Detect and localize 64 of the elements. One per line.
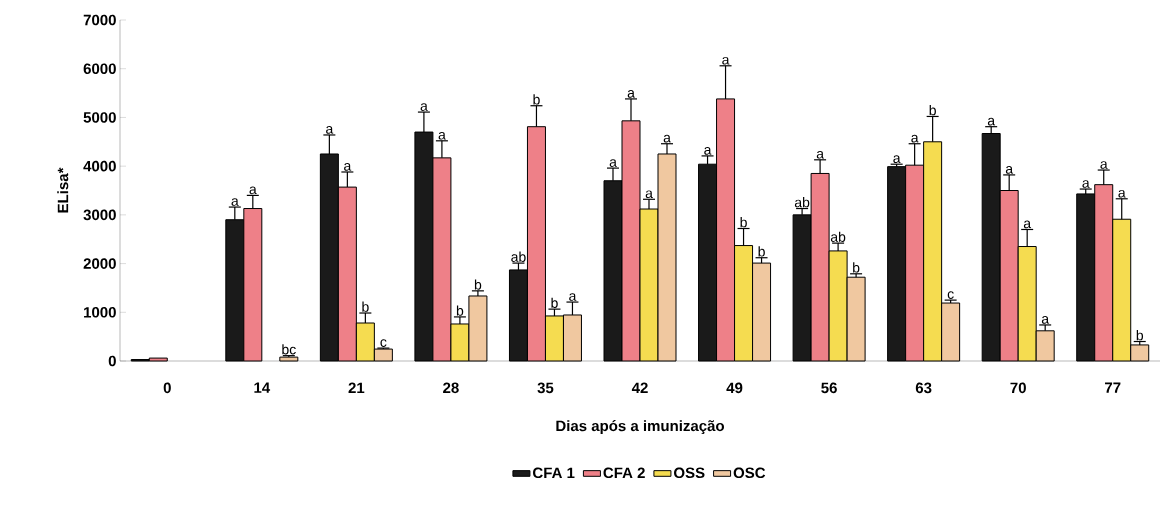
data-label: a — [609, 159, 617, 167]
data-label: a — [704, 147, 712, 155]
data-label: a — [722, 56, 730, 65]
legend-label: OSS — [674, 467, 705, 479]
x-tick-label: 42 — [631, 382, 648, 393]
y-tick-label: 0 — [108, 355, 116, 367]
data-label: a — [326, 126, 334, 134]
data-label: c — [380, 339, 387, 347]
data-label: b — [474, 279, 482, 290]
data-label: a — [1118, 189, 1126, 198]
data-label: a — [569, 293, 577, 301]
data-label: bc — [282, 344, 296, 355]
y-tick-label: 3000 — [83, 209, 116, 221]
data-label: ab — [830, 231, 846, 242]
data-label: b — [362, 301, 369, 312]
data-label: a — [987, 117, 996, 126]
y-tick-label: 5000 — [83, 112, 116, 123]
data-label: b — [1136, 330, 1144, 341]
legend-label: OSC — [733, 467, 766, 479]
data-label: a — [1082, 180, 1090, 188]
y-tick-label: 1000 — [84, 306, 116, 318]
data-label: b — [551, 297, 558, 308]
x-tick-label: 63 — [915, 382, 932, 394]
data-label: b — [853, 262, 860, 273]
data-label: b — [456, 305, 464, 316]
data-label: a — [663, 134, 671, 143]
legend-label: CFA 2 — [603, 467, 645, 479]
data-label: a — [344, 163, 352, 171]
x-tick-label: 70 — [1010, 382, 1026, 394]
y-axis-title: ELisa* — [57, 167, 69, 213]
data-label: ab — [511, 251, 526, 262]
data-label: a — [420, 103, 428, 111]
x-axis-title: Dias após a imunização — [556, 420, 725, 435]
y-tick-label: 4000 — [83, 160, 116, 172]
x-tick-label: 77 — [1105, 382, 1121, 393]
x-tick-label: 21 — [348, 382, 365, 393]
data-label: a — [231, 198, 239, 206]
x-tick-label: 28 — [443, 382, 459, 394]
y-tick-label: 6000 — [83, 63, 116, 75]
x-tick-label: 49 — [726, 382, 743, 394]
data-label: a — [249, 186, 257, 195]
data-label: b — [758, 246, 765, 257]
data-label: a — [1041, 316, 1050, 324]
y-tick-label: 2000 — [83, 258, 116, 269]
x-tick-label: 35 — [537, 382, 554, 394]
data-label: b — [533, 94, 540, 105]
data-label: a — [1005, 166, 1014, 174]
x-tick-label: 14 — [254, 382, 271, 393]
data-label: ab — [794, 197, 810, 208]
data-label: a — [438, 131, 446, 140]
data-label: a — [1023, 220, 1032, 229]
legend-label: CFA 1 — [533, 467, 575, 479]
data-label: a — [911, 134, 919, 143]
data-label: a — [816, 150, 824, 159]
data-label: c — [947, 291, 954, 299]
data-label: b — [740, 217, 747, 228]
data-label: a — [645, 190, 653, 199]
data-label: a — [1100, 161, 1108, 169]
data-label: a — [627, 90, 635, 98]
y-tick-label: 7000 — [83, 14, 116, 26]
x-tick-label: 56 — [821, 382, 837, 394]
x-tick-label: 0 — [163, 382, 171, 394]
data-label: b — [929, 104, 936, 116]
data-label: a — [893, 155, 901, 163]
